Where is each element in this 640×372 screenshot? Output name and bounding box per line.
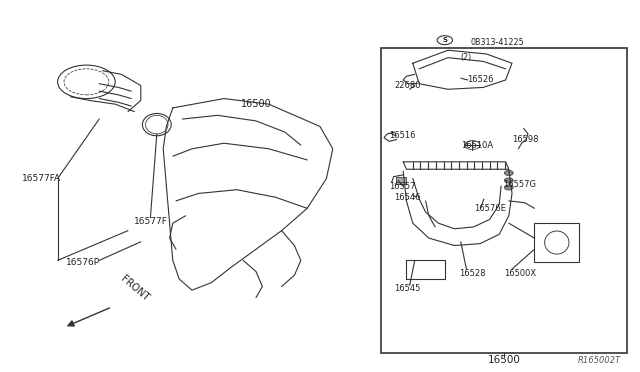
Text: 16510A: 16510A	[461, 141, 493, 150]
Text: 22680: 22680	[395, 81, 421, 90]
Text: 16528: 16528	[460, 269, 486, 278]
Text: 16557G: 16557G	[503, 180, 536, 189]
Bar	[406, 260, 445, 279]
Text: 16526: 16526	[467, 76, 493, 84]
Text: 16576E: 16576E	[474, 204, 506, 213]
Bar	[396, 177, 406, 184]
Text: 16598: 16598	[512, 135, 538, 144]
Text: 16576P: 16576P	[66, 258, 100, 267]
Text: R165002T: R165002T	[577, 356, 621, 365]
Text: 16500: 16500	[488, 355, 521, 365]
Text: 16500X: 16500X	[504, 269, 536, 278]
Circle shape	[504, 185, 513, 190]
Text: S: S	[442, 37, 447, 43]
Text: 0B313-41225: 0B313-41225	[470, 38, 524, 47]
Circle shape	[504, 178, 513, 183]
Text: 16577F: 16577F	[134, 217, 167, 226]
Circle shape	[504, 170, 513, 176]
Text: FRONT: FRONT	[118, 274, 150, 303]
Text: 16577FA: 16577FA	[22, 174, 61, 183]
Text: 16557: 16557	[389, 182, 415, 190]
Text: 16516: 16516	[389, 131, 415, 140]
Text: (2): (2)	[461, 53, 472, 62]
Text: 16545: 16545	[394, 284, 420, 293]
Bar	[534, 223, 579, 262]
Text: 16546: 16546	[394, 193, 420, 202]
Text: 16500: 16500	[241, 99, 271, 109]
